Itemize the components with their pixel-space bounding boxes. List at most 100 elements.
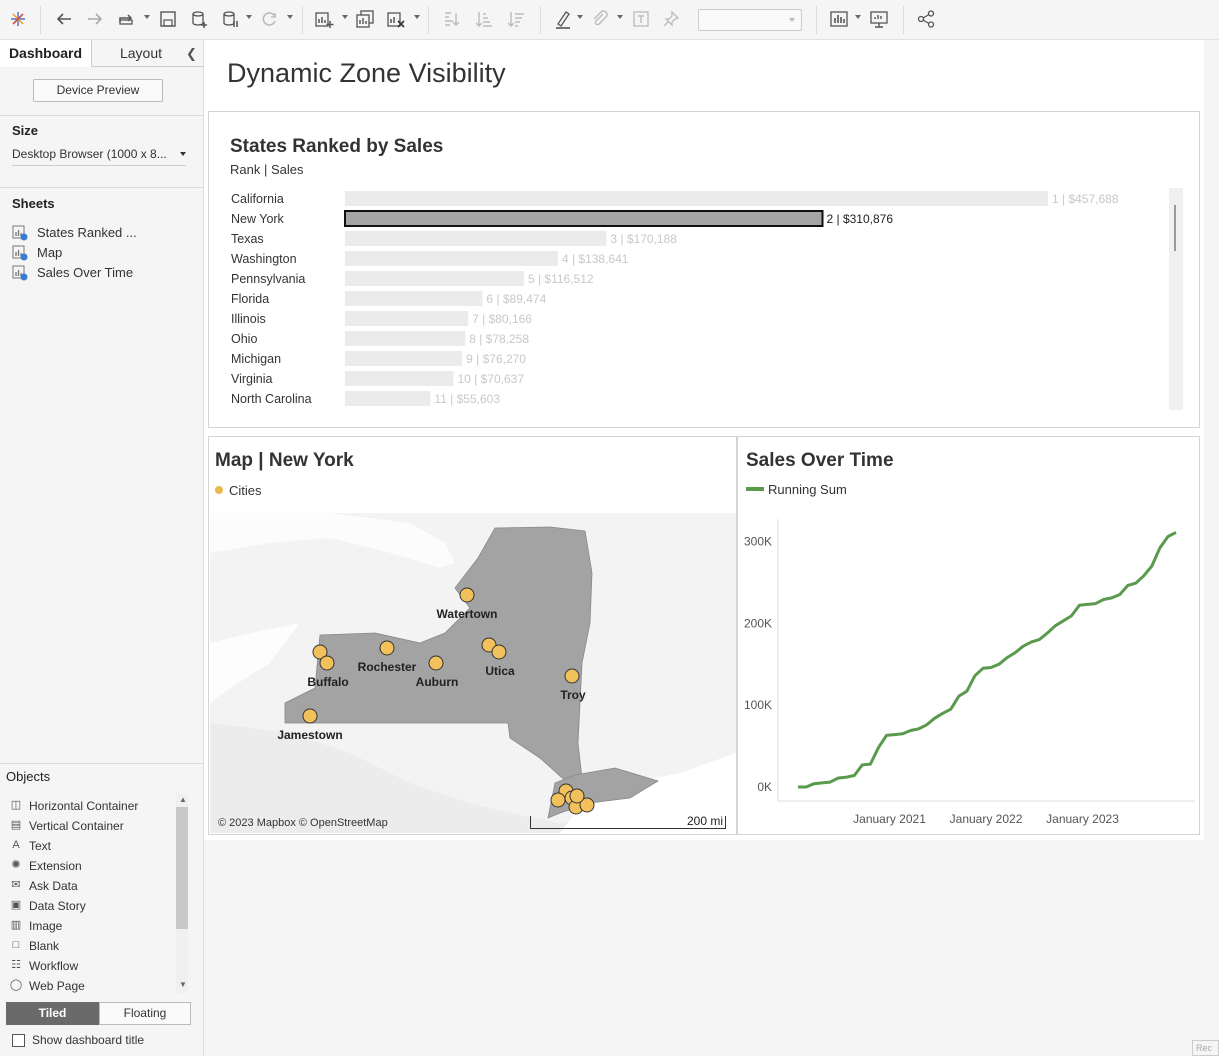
bar[interactable] bbox=[345, 231, 607, 246]
bar[interactable] bbox=[345, 291, 483, 306]
city-marker[interactable] bbox=[312, 644, 328, 660]
duplicate-icon[interactable] bbox=[354, 8, 376, 30]
redo-icon[interactable] bbox=[84, 8, 106, 30]
show-title-label: Show dashboard title bbox=[32, 1033, 145, 1047]
sort-ascending-icon[interactable] bbox=[473, 8, 495, 30]
ask-data-icon: ✉ bbox=[11, 879, 21, 891]
bar[interactable] bbox=[345, 251, 558, 266]
bar-category-label: Florida bbox=[231, 292, 269, 306]
swap-icon[interactable] bbox=[440, 8, 462, 30]
city-marker[interactable] bbox=[319, 655, 335, 671]
map-panel[interactable]: Map | New York Cities Watertown Rochester… bbox=[208, 436, 737, 835]
objects-scrollbar-thumb[interactable] bbox=[176, 807, 188, 929]
object-item[interactable]: ✉ Ask Data bbox=[9, 877, 77, 895]
sort-descending-icon[interactable] bbox=[505, 8, 527, 30]
object-item-label: Extension bbox=[29, 859, 82, 873]
object-item[interactable]: ✺ Extension bbox=[9, 857, 82, 875]
tab-layout[interactable]: Layout bbox=[119, 45, 163, 61]
y-tick-label: 200K bbox=[744, 616, 772, 630]
objects-title: Objects bbox=[6, 769, 51, 784]
bar-data-label: 1 | $457,688 bbox=[1052, 192, 1119, 206]
bar-category-label: New York bbox=[231, 212, 285, 226]
object-item[interactable]: A Text bbox=[9, 837, 51, 855]
city-marker[interactable] bbox=[459, 587, 475, 603]
bar-data-label: 9 | $76,270 bbox=[466, 352, 526, 366]
checkbox-icon[interactable] bbox=[12, 1034, 25, 1047]
bar[interactable] bbox=[345, 191, 1048, 206]
chart-axes bbox=[777, 519, 1195, 802]
refresh-icon[interactable] bbox=[258, 8, 280, 30]
object-item[interactable]: □ Blank bbox=[9, 937, 59, 955]
floating-button[interactable]: Floating bbox=[99, 1002, 191, 1025]
clear-icon[interactable] bbox=[385, 8, 407, 30]
scroll-down-icon[interactable]: ▼ bbox=[179, 980, 187, 989]
city-marker[interactable] bbox=[302, 708, 318, 724]
object-item[interactable]: ▥ Image bbox=[9, 917, 63, 935]
running-sum-line[interactable] bbox=[798, 531, 1177, 789]
group-icon[interactable] bbox=[589, 8, 611, 30]
tableau-logo-icon[interactable] bbox=[7, 8, 29, 30]
share-icon[interactable] bbox=[915, 8, 937, 30]
lake-erie bbox=[210, 623, 300, 703]
states-scrollbar-thumb[interactable] bbox=[1174, 205, 1176, 251]
size-select[interactable]: Desktop Browser (1000 x 8... bbox=[12, 146, 186, 166]
city-marker[interactable] bbox=[428, 655, 444, 671]
bar-data-label: 11 | $55,603 bbox=[434, 392, 500, 406]
worksheet-icon bbox=[12, 245, 28, 261]
bar-data-label: 7 | $80,166 bbox=[472, 312, 532, 326]
city-marker[interactable] bbox=[491, 644, 507, 660]
data-story-icon: ▣ bbox=[10, 899, 22, 911]
bar-category-label: Illinois bbox=[231, 312, 266, 326]
pin-icon[interactable] bbox=[660, 8, 682, 30]
states-ranked-panel[interactable]: States Ranked by Sales Rank | Sales Cali… bbox=[208, 111, 1200, 428]
map-view[interactable]: Watertown Rochester Buffalo Auburn Utica Troy… bbox=[210, 513, 736, 833]
sheet-item[interactable]: Map bbox=[12, 244, 62, 262]
bar[interactable] bbox=[345, 351, 463, 366]
city-marker[interactable] bbox=[379, 640, 395, 656]
city-label: Utica bbox=[485, 664, 515, 678]
highlight-icon[interactable] bbox=[552, 8, 574, 30]
presentation-icon[interactable] bbox=[868, 8, 890, 30]
pause-updates-icon[interactable] bbox=[219, 8, 241, 30]
sheet-item[interactable]: Sales Over Time bbox=[12, 264, 133, 282]
labels-icon[interactable] bbox=[630, 8, 652, 30]
bar[interactable] bbox=[345, 371, 454, 386]
show-me-icon[interactable] bbox=[828, 8, 850, 30]
states-scrollbar[interactable] bbox=[1169, 188, 1183, 410]
worksheet-icon bbox=[12, 225, 28, 241]
bar[interactable] bbox=[345, 331, 466, 346]
object-item-label: Workflow bbox=[29, 959, 79, 973]
save-icon[interactable] bbox=[157, 8, 179, 30]
replay-icon[interactable] bbox=[115, 8, 137, 30]
collapse-chevron-icon[interactable]: ❮ bbox=[186, 46, 197, 61]
bar[interactable] bbox=[345, 391, 431, 406]
sales-over-time-panel[interactable]: Sales Over Time Running Sum 0K 100K 200K 30… bbox=[737, 436, 1200, 835]
tiled-button[interactable]: Tiled bbox=[6, 1002, 99, 1025]
city-marker[interactable] bbox=[550, 792, 566, 808]
device-preview-button[interactable]: Device Preview bbox=[33, 79, 163, 102]
show-title-checkbox[interactable]: Show dashboard title bbox=[12, 1033, 144, 1048]
city-marker[interactable] bbox=[564, 668, 580, 684]
vertical-container-icon: ▤ bbox=[10, 819, 22, 831]
tab-dashboard[interactable]: Dashboard bbox=[0, 40, 92, 67]
object-item[interactable]: ▤ Vertical Container bbox=[9, 817, 124, 835]
blank-icon: □ bbox=[12, 939, 20, 951]
city-marker[interactable] bbox=[569, 788, 585, 804]
undo-icon[interactable] bbox=[53, 8, 75, 30]
object-item[interactable]: ▣ Data Story bbox=[9, 897, 86, 915]
new-data-source-icon[interactable] bbox=[188, 8, 210, 30]
bar[interactable] bbox=[344, 210, 824, 227]
object-item[interactable]: ☷ Workflow bbox=[9, 957, 78, 975]
sheet-item[interactable]: States Ranked ... bbox=[12, 224, 137, 242]
object-item[interactable]: ◫ Horizontal Container bbox=[9, 797, 139, 815]
new-worksheet-icon[interactable] bbox=[313, 8, 335, 30]
object-item-label: Vertical Container bbox=[29, 819, 124, 833]
worksheet-icon bbox=[12, 265, 28, 281]
scroll-up-icon[interactable]: ▲ bbox=[179, 795, 187, 804]
bar[interactable] bbox=[345, 271, 524, 286]
city-marker[interactable] bbox=[579, 797, 595, 813]
x-tick-label: January 2021 bbox=[853, 812, 926, 826]
bar[interactable] bbox=[345, 311, 469, 326]
object-item[interactable]: ◯ Web Page bbox=[9, 977, 85, 995]
fit-select[interactable] bbox=[698, 9, 802, 31]
